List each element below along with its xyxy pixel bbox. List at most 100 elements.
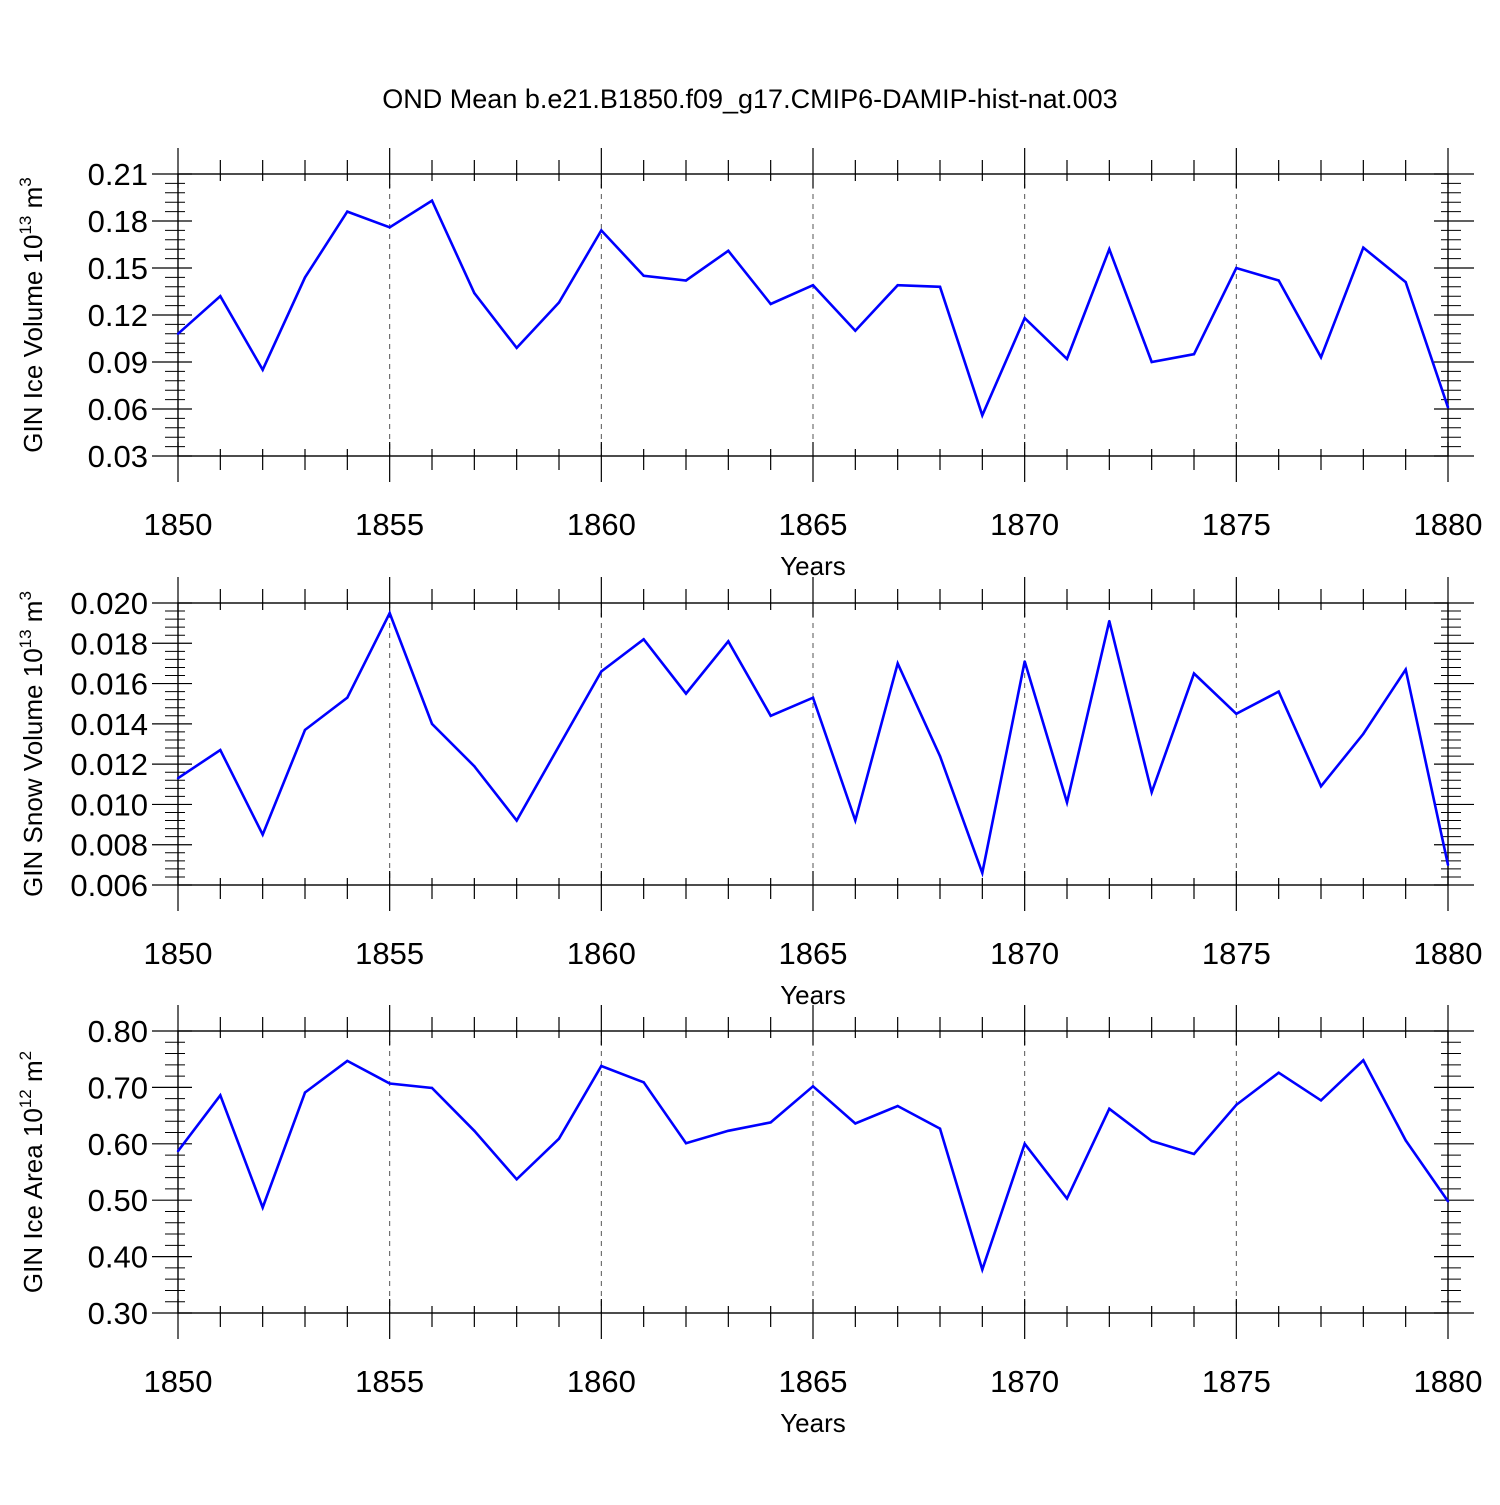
y-tick-label: 0.008 [70, 828, 148, 863]
x-tick-label: 1855 [355, 507, 424, 542]
data-point [1362, 1059, 1365, 1062]
data-point [896, 1104, 899, 1108]
data-point [1319, 356, 1323, 359]
data-point [303, 728, 307, 732]
data-point [557, 301, 561, 304]
data-point [388, 226, 391, 229]
data-point [854, 819, 857, 822]
x-tick-label: 1860 [567, 1364, 636, 1399]
x-tick-label: 1850 [144, 1364, 213, 1399]
data-point [1108, 619, 1111, 623]
data-point [515, 819, 518, 822]
data-point [600, 670, 603, 673]
data-point [769, 714, 772, 717]
data-point [176, 1149, 180, 1153]
x-tick-label: 1875 [1202, 936, 1271, 971]
y-axis-label-unit: m [18, 187, 48, 216]
y-axis-label-unit: m [18, 601, 48, 630]
data-point [261, 1206, 264, 1209]
data-point [261, 833, 264, 836]
y-tick-label: 0.020 [70, 586, 148, 621]
data-point [811, 284, 815, 287]
x-tick-label: 1870 [990, 1364, 1059, 1399]
data-point [600, 229, 603, 232]
data-point [642, 638, 645, 641]
y-axis-label: GIN Ice Area 1012 m2 [16, 1051, 48, 1293]
x-tick-label: 1855 [355, 1364, 424, 1399]
data-point [1362, 732, 1365, 736]
y-tick-label: 0.60 [88, 1127, 148, 1162]
data-point [557, 1137, 561, 1140]
data-point [303, 1091, 307, 1094]
data-point [557, 744, 561, 748]
data-point [896, 662, 899, 665]
data-point [769, 1121, 772, 1124]
x-tick-label: 1880 [1414, 507, 1483, 542]
data-point [981, 871, 984, 875]
data-point [1023, 1142, 1026, 1146]
plot-frame [177, 1030, 1449, 1314]
y-tick-label: 0.012 [70, 747, 148, 782]
data-point [1404, 1139, 1407, 1142]
data-point [219, 295, 222, 298]
data-point [1235, 266, 1238, 270]
data-point [1065, 357, 1069, 361]
y-axis-label: GIN Snow Volume 1013 m3 [16, 591, 48, 897]
data-point [938, 285, 942, 288]
data-point [981, 1268, 984, 1271]
x-tick-label: 1855 [355, 936, 424, 971]
data-point [811, 696, 815, 699]
y-tick-label: 0.21 [88, 157, 148, 192]
data-point [303, 276, 307, 279]
data-point [642, 274, 645, 278]
y-axis-label: GIN Ice Volume 1013 m3 [16, 177, 48, 453]
x-tick-label: 1880 [1414, 1364, 1483, 1399]
data-point [1446, 1200, 1450, 1203]
y-tick-label: 0.80 [88, 1014, 148, 1049]
y-tick-label: 0.50 [88, 1183, 148, 1218]
data-point [176, 332, 180, 335]
data-point [473, 291, 476, 295]
y-tick-label: 0.12 [88, 298, 148, 333]
data-point [1150, 360, 1153, 364]
data-point [346, 210, 349, 213]
y-tick-label: 0.18 [88, 204, 148, 239]
data-point [1150, 791, 1153, 794]
data-point [727, 640, 730, 643]
data-point [642, 1081, 645, 1084]
x-tick-label: 1860 [567, 936, 636, 971]
x-tick-label: 1875 [1202, 507, 1271, 542]
data-point [896, 284, 899, 287]
data-point [1065, 801, 1069, 804]
y-axis-label-text: GIN Ice Volume 10 [18, 235, 48, 453]
y-tick-label: 0.70 [88, 1070, 148, 1105]
y-tick-label: 0.006 [70, 868, 148, 903]
data-point [473, 764, 476, 768]
y-tick-label: 0.15 [88, 251, 148, 286]
data-point [388, 1082, 391, 1085]
data-point [1362, 246, 1365, 249]
data-point [1404, 280, 1407, 284]
data-point [515, 346, 518, 350]
y-axis-label-unit-exponent: 2 [16, 1051, 35, 1060]
data-point [473, 1129, 476, 1133]
data-point [854, 1122, 857, 1125]
data-point [346, 696, 349, 699]
data-point [430, 199, 434, 202]
data-point [1065, 1197, 1069, 1200]
data-point [1446, 406, 1450, 409]
panel-1: 0.03 0.06 0.09 0.12 0.15 0.18 0.21 1850 1855 1860… [16, 148, 1482, 581]
data-point [1319, 1099, 1323, 1102]
data-point [1150, 1139, 1153, 1143]
y-axis-label-unit-exponent: 3 [16, 177, 35, 186]
data-point [515, 1178, 518, 1181]
panel-3: 0.30 0.40 0.50 0.60 0.70 0.80 1850 1855 1860 1865… [16, 1005, 1482, 1438]
data-point [430, 722, 434, 726]
x-tick-label: 1875 [1202, 1364, 1271, 1399]
data-point [684, 279, 688, 282]
y-tick-label: 0.30 [88, 1296, 148, 1331]
y-tick-label: 0.014 [70, 707, 148, 742]
x-tick-label: 1865 [779, 936, 848, 971]
